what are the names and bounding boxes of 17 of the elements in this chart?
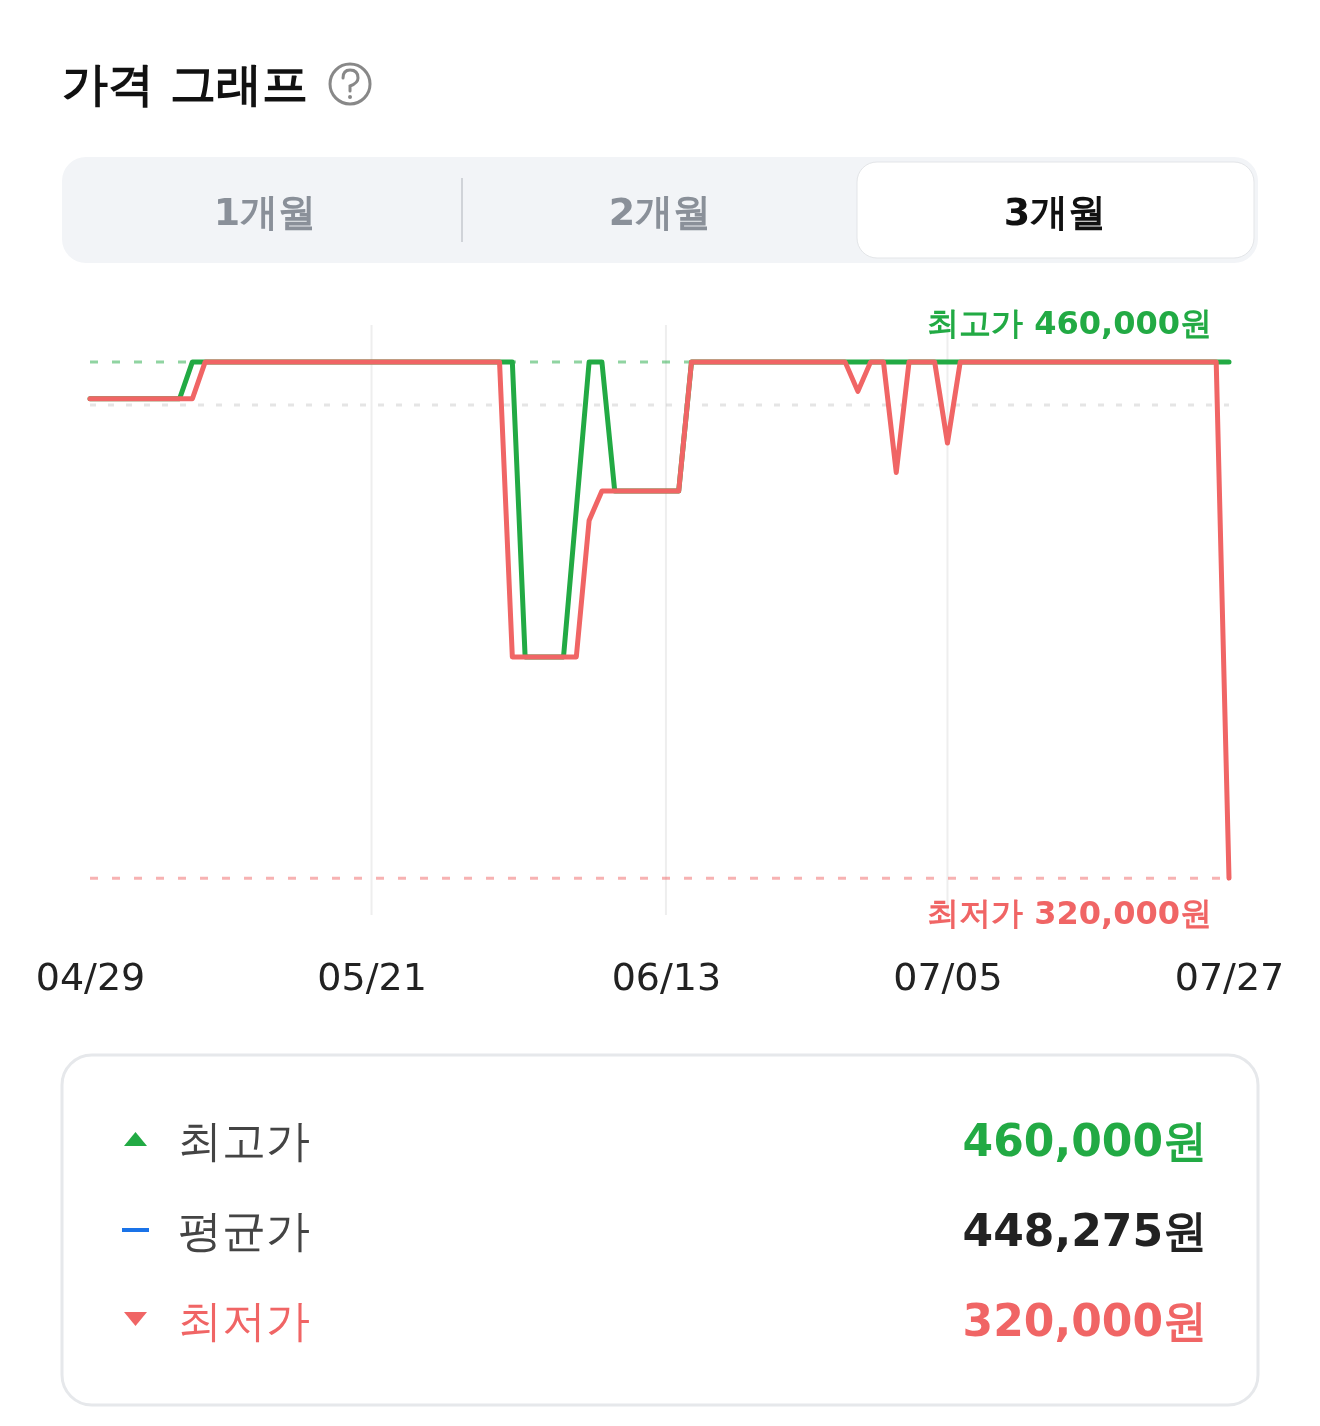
x-tick-label: 04/29 xyxy=(35,954,146,999)
text: 460,000원 xyxy=(962,1115,1207,1166)
text: 448,275원 xyxy=(962,1205,1207,1256)
x-tick-label: 05/21 xyxy=(317,954,427,999)
text: 최고가 xyxy=(178,1115,310,1166)
x-tick-label: 07/05 xyxy=(893,954,1003,999)
ref-line-label: 최고가 460,000원 xyxy=(927,303,1212,342)
x-tick-label: 06/13 xyxy=(611,954,722,999)
text: 2개월 xyxy=(608,190,712,234)
ref-line-label: 최저가 320,000원 xyxy=(927,894,1212,933)
text: 1개월 xyxy=(213,190,317,234)
chart-title: 가격 그래프 xyxy=(62,57,309,111)
text: 최저가 xyxy=(178,1295,310,1346)
text: 3개월 xyxy=(1003,190,1107,234)
text: 320,000원 xyxy=(962,1295,1207,1346)
x-tick-label: 07/27 xyxy=(1174,954,1285,999)
text: 평균가 xyxy=(178,1205,310,1256)
